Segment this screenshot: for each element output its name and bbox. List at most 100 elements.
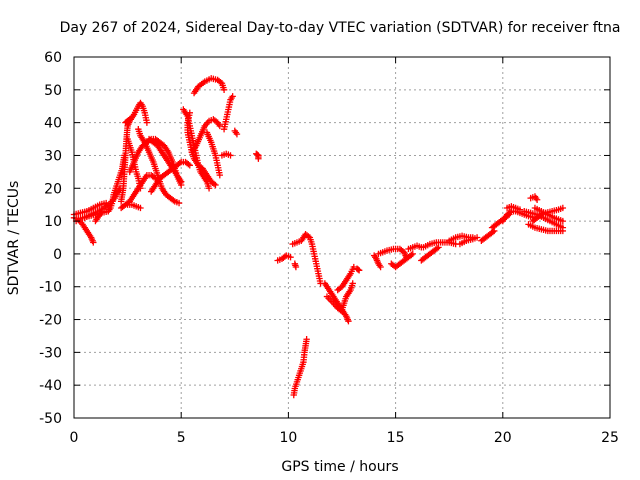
y-tick-label: 30 bbox=[44, 148, 62, 164]
series-s27 bbox=[289, 231, 324, 287]
data-point bbox=[533, 196, 541, 203]
x-axis-label: GPS time / hours bbox=[281, 459, 398, 475]
data-point bbox=[377, 263, 384, 271]
series-s15 bbox=[92, 208, 106, 225]
data-point bbox=[212, 181, 219, 189]
data-point bbox=[292, 263, 300, 271]
series-s50 bbox=[525, 221, 567, 235]
series-s11 bbox=[145, 135, 185, 185]
data-point bbox=[126, 116, 133, 123]
data-point bbox=[354, 266, 362, 273]
x-tick-label: 20 bbox=[494, 430, 512, 446]
y-tick-label: -30 bbox=[39, 345, 62, 361]
data-point bbox=[185, 161, 192, 168]
y-tick-label: 40 bbox=[44, 116, 62, 132]
data-point bbox=[186, 162, 193, 169]
data-point bbox=[137, 204, 144, 212]
data-point bbox=[170, 197, 177, 204]
axis-ticks: 0 5 10 15 20 25 -50 -40 -30 -20 -10 0 10 20 30 40 50 60 bbox=[39, 50, 619, 446]
series-s21 bbox=[220, 93, 236, 133]
data-point bbox=[98, 208, 106, 215]
series-s23 bbox=[231, 127, 241, 138]
series-s13 bbox=[117, 171, 159, 212]
series-s26 bbox=[291, 260, 300, 271]
data-point bbox=[408, 251, 415, 259]
data-point bbox=[178, 178, 185, 185]
data-point bbox=[433, 245, 441, 252]
data-point bbox=[124, 135, 131, 143]
series-s33 bbox=[353, 265, 363, 274]
data-point bbox=[210, 180, 218, 188]
data-point bbox=[349, 280, 356, 287]
data-point bbox=[90, 239, 97, 246]
data-point bbox=[409, 250, 416, 258]
series-s32 bbox=[338, 280, 356, 313]
series-s35 bbox=[375, 245, 410, 261]
series-s12 bbox=[147, 158, 193, 195]
series-s20 bbox=[190, 75, 228, 97]
data-point bbox=[536, 212, 544, 219]
series-s19 bbox=[203, 129, 223, 179]
y-tick-label: 20 bbox=[44, 181, 62, 197]
data-point bbox=[350, 263, 357, 271]
x-tick-label: 5 bbox=[177, 430, 186, 446]
series-s36 bbox=[388, 250, 416, 271]
data-point bbox=[216, 171, 223, 179]
x-tick-label: 25 bbox=[601, 430, 619, 446]
data-point bbox=[355, 267, 363, 274]
data-point bbox=[255, 155, 262, 162]
series-s31 bbox=[334, 263, 357, 294]
series-s40 bbox=[446, 232, 476, 244]
data-point bbox=[220, 86, 228, 94]
series-s49 bbox=[531, 204, 567, 225]
grid-layer bbox=[74, 57, 610, 418]
series-s29 bbox=[321, 280, 352, 325]
data-point bbox=[229, 93, 236, 100]
data-point bbox=[227, 152, 234, 159]
data-point bbox=[559, 217, 567, 225]
series-s25 bbox=[274, 252, 294, 264]
data-point bbox=[506, 209, 514, 216]
data-point bbox=[435, 244, 442, 251]
y-tick-label: 10 bbox=[44, 214, 62, 230]
y-tick-label: -10 bbox=[39, 280, 62, 296]
series-s14 bbox=[124, 201, 144, 212]
series-s22 bbox=[218, 150, 234, 159]
plot-frame bbox=[73, 56, 611, 419]
y-tick-label: 0 bbox=[53, 247, 62, 263]
y-tick-label: 50 bbox=[44, 83, 62, 99]
series-s37 bbox=[405, 242, 425, 253]
data-point bbox=[150, 174, 158, 181]
series-s42 bbox=[478, 227, 498, 244]
y-tick-label: -40 bbox=[39, 378, 62, 394]
x-tick-label: 10 bbox=[279, 430, 297, 446]
data-point bbox=[345, 317, 352, 325]
data-point bbox=[491, 227, 498, 235]
data-point bbox=[175, 199, 183, 207]
data-point bbox=[516, 206, 524, 213]
y-axis-label: SDTVAR / TECUs bbox=[6, 181, 22, 296]
series-s07 bbox=[122, 116, 133, 126]
data-point bbox=[233, 130, 241, 138]
data-point bbox=[305, 233, 312, 240]
x-tick-label: 15 bbox=[387, 430, 405, 446]
series-s46 bbox=[527, 193, 541, 203]
series-s24 bbox=[253, 150, 262, 162]
data-point bbox=[152, 175, 159, 182]
data-point bbox=[303, 336, 310, 343]
series-s47 bbox=[521, 208, 567, 231]
chart-title: Day 267 of 2024, Sidereal Day-to-day VTE… bbox=[60, 20, 621, 36]
series-s34 bbox=[370, 252, 384, 271]
series-s38 bbox=[420, 239, 459, 251]
data-point bbox=[216, 122, 223, 130]
data-point bbox=[559, 204, 567, 212]
y-tick-label: -50 bbox=[39, 411, 62, 427]
data-point bbox=[205, 185, 213, 192]
y-tick-label: -20 bbox=[39, 313, 62, 329]
data-point bbox=[287, 253, 294, 261]
series-s28 bbox=[290, 336, 310, 399]
series-s41 bbox=[456, 234, 481, 248]
series-s18 bbox=[188, 116, 223, 156]
x-tick-label: 0 bbox=[70, 430, 79, 446]
